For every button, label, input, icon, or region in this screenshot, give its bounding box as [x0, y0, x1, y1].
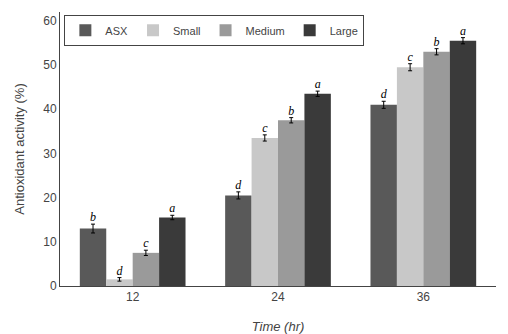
svg-text:Time (hr): Time (hr): [252, 319, 305, 334]
svg-text:Medium: Medium: [246, 25, 285, 37]
svg-text:30: 30: [43, 147, 57, 161]
svg-text:24: 24: [271, 290, 285, 304]
svg-text:a: a: [169, 201, 175, 215]
svg-text:Small: Small: [173, 25, 201, 37]
svg-text:d: d: [235, 178, 242, 192]
svg-text:d: d: [381, 87, 388, 101]
svg-text:b: b: [288, 104, 294, 118]
svg-text:Antioxidant activity (%): Antioxidant activity (%): [12, 83, 27, 215]
svg-text:0: 0: [50, 279, 57, 293]
svg-text:c: c: [262, 121, 268, 135]
svg-text:c: c: [143, 236, 149, 250]
svg-text:50: 50: [43, 58, 57, 72]
svg-text:c: c: [407, 50, 413, 64]
svg-text:40: 40: [43, 102, 57, 116]
svg-text:10: 10: [43, 235, 57, 249]
svg-text:a: a: [315, 77, 321, 91]
svg-text:ASX: ASX: [105, 25, 128, 37]
svg-text:60: 60: [43, 14, 57, 28]
svg-text:12: 12: [126, 290, 140, 304]
svg-text:b: b: [90, 210, 96, 224]
svg-text:a: a: [460, 24, 466, 38]
svg-text:36: 36: [417, 290, 431, 304]
svg-text:20: 20: [43, 191, 57, 205]
svg-text:b: b: [434, 35, 440, 49]
svg-text:d: d: [116, 264, 123, 278]
svg-text:Large: Large: [330, 25, 358, 37]
